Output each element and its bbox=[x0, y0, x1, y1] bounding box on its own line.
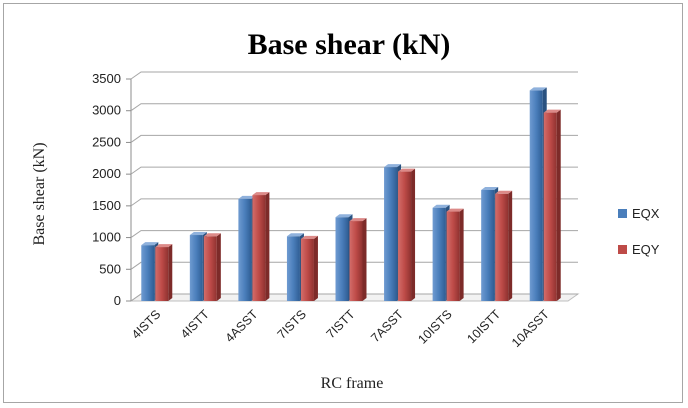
chart-title: Base shear (kN) bbox=[248, 28, 451, 61]
x-tick-label: 4ASST bbox=[223, 307, 261, 345]
gridline bbox=[130, 134, 578, 143]
y-axis-title: Base shear (kN) bbox=[31, 142, 48, 245]
gridline bbox=[130, 261, 578, 270]
gridline bbox=[130, 71, 578, 80]
bar-eqy-7asst bbox=[398, 168, 416, 301]
gridline bbox=[130, 166, 578, 175]
gridline bbox=[130, 293, 578, 302]
legend-label-eqy: EQY bbox=[632, 242, 660, 257]
y-tick-label: 2000 bbox=[92, 166, 121, 181]
gridline bbox=[130, 103, 578, 112]
bar-chart: Base shear (kN) 0 500 1000 1500 2000 2500 3000… bbox=[31, 28, 660, 392]
x-tick-label: 10ISTS bbox=[415, 307, 454, 346]
x-tick-label: 7ISTS bbox=[275, 307, 309, 341]
chart-frame: Base shear (kN) 0 500 1000 1500 2000 2500 3000… bbox=[3, 3, 683, 403]
y-tick-label: 1000 bbox=[92, 230, 121, 245]
bar-eqy-4ists bbox=[155, 244, 173, 301]
y-tick-label: 2500 bbox=[92, 134, 121, 149]
x-tick-label: 7ASST bbox=[368, 307, 406, 345]
bar-eqy-4istt bbox=[203, 233, 221, 301]
bar-eqy-10istt bbox=[495, 190, 513, 301]
legend-label-eqx: EQX bbox=[632, 206, 660, 221]
x-tick-label: 10ISTT bbox=[464, 307, 503, 346]
x-tick-label: 4ISTT bbox=[178, 307, 212, 341]
bar-eqy-10ists bbox=[446, 208, 464, 301]
gridlines bbox=[126, 71, 578, 302]
y-tick-label: 0 bbox=[114, 293, 121, 308]
x-tick-labels: 4ISTS 4ISTT 4ASST 7ISTS 7ISTT 7ASST 10ISTS 10IS… bbox=[129, 307, 552, 350]
bar-eqy-7ists bbox=[300, 235, 318, 301]
bars bbox=[141, 87, 561, 301]
y-tick-label: 500 bbox=[99, 261, 121, 276]
bar-eqy-10asst bbox=[543, 109, 561, 301]
x-tick-label: 7ISTT bbox=[324, 307, 358, 341]
bar-eqy-4asst bbox=[252, 192, 270, 301]
gridline bbox=[130, 198, 578, 207]
y-tick-labels: 0 500 1000 1500 2000 2500 3000 3500 bbox=[92, 71, 121, 308]
x-axis-title: RC frame bbox=[321, 375, 384, 392]
legend: EQX EQY bbox=[618, 206, 660, 257]
y-tick-label: 3500 bbox=[92, 71, 121, 86]
x-tick-label: 10ASST bbox=[509, 307, 552, 350]
x-tick-label: 4ISTS bbox=[129, 307, 163, 341]
bar-eqy-7istt bbox=[349, 218, 367, 301]
legend-swatch-eqy bbox=[618, 245, 627, 254]
y-tick-label: 1500 bbox=[92, 198, 121, 213]
gridline bbox=[130, 230, 578, 238]
y-tick-label: 3000 bbox=[92, 103, 121, 118]
legend-swatch-eqx bbox=[618, 209, 627, 218]
